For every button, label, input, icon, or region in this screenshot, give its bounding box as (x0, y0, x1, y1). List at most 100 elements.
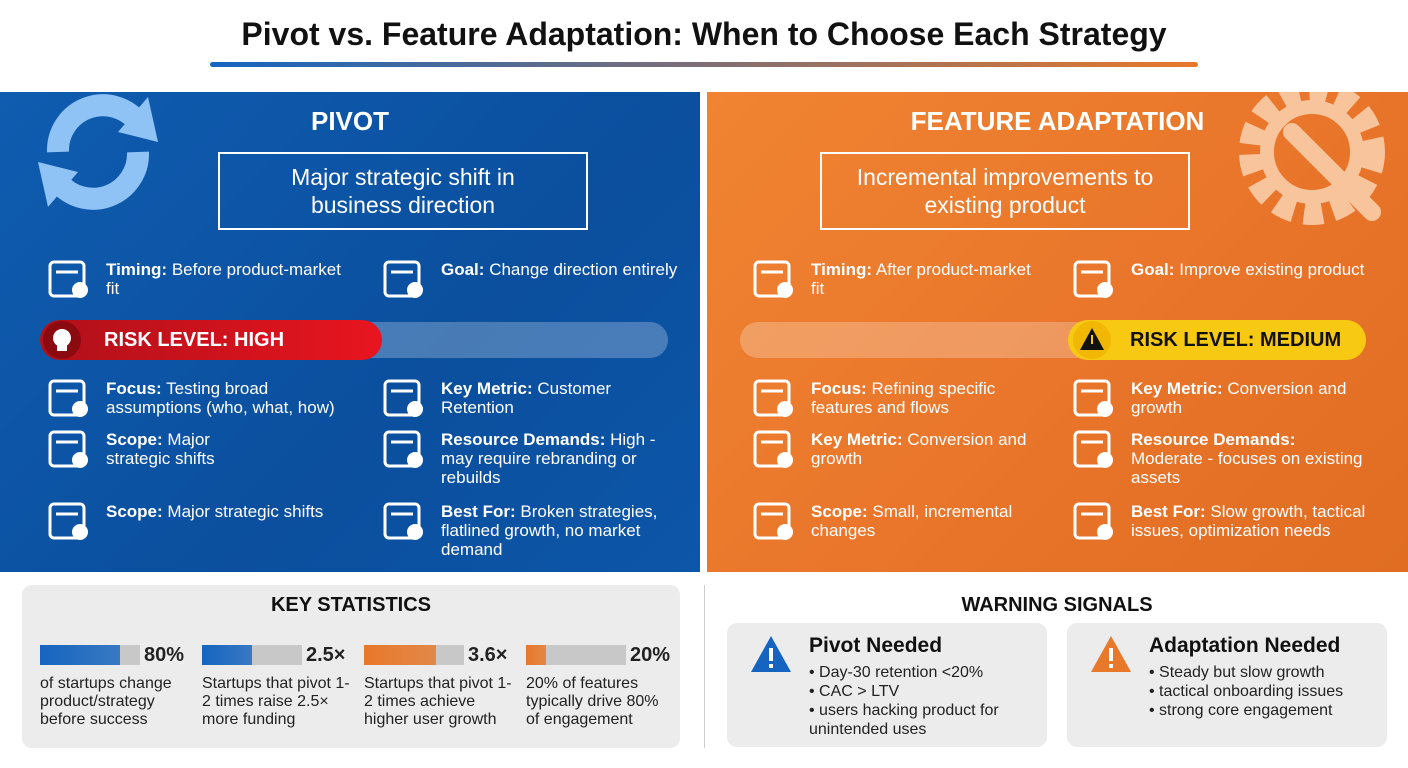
title-underline (210, 62, 1198, 67)
item-label: Resource Demands: (441, 430, 606, 449)
item-icon (383, 260, 423, 298)
strategy-item: Scope: Major strategic shifts (106, 430, 236, 468)
stat-text: 20% of features typically drive 80% of e… (526, 675, 659, 728)
cycle-icon (38, 94, 158, 210)
item-text: Slow growth, tactical issues, optimizati… (1131, 502, 1366, 540)
strategy-item: Focus: Refining specific features and fl… (811, 379, 1041, 417)
risk-track (740, 322, 1120, 358)
stat-value: 20% (630, 644, 671, 666)
divider (704, 585, 705, 748)
risk-pill: RISK LEVEL: HIGH (40, 320, 382, 360)
item-label: Focus: (106, 379, 162, 398)
item-label: Best For: (441, 502, 516, 521)
warning-icon (749, 634, 793, 674)
item-icon (753, 430, 793, 468)
strategy-item: Scope: Major strategic shifts (106, 502, 356, 521)
strategy-item: Key Metric: Customer Retention (441, 379, 681, 417)
strategy-item: Focus: Testing broad assumptions (who, w… (106, 379, 356, 417)
item-label: Scope: (106, 430, 163, 449)
definition: Major strategic shift in business direct… (218, 152, 588, 230)
item-text: Testing broad assumptions (who, what, ho… (106, 379, 335, 417)
stat-text: Startups that pivot 1-2 times raise 2.5×… (202, 675, 350, 728)
item-text: After product-market fit (811, 260, 1031, 298)
risk-label: RISK LEVEL: MEDIUM (1130, 328, 1342, 351)
item-label: Key Metric: (811, 430, 903, 449)
warning-bullet: strong core engagement (1149, 701, 1374, 720)
item-icon (753, 379, 793, 417)
warning-bullet: tactical onboarding issues (1149, 682, 1374, 701)
item-icon (48, 379, 88, 417)
item-text: Major strategic shifts (106, 430, 215, 468)
item-label: Scope: (811, 502, 868, 521)
stat-value: 2.5× (306, 644, 346, 666)
item-icon (48, 502, 88, 540)
item-label: Key Metric: (441, 379, 533, 398)
stat-value: 80% (144, 644, 185, 666)
item-text: Change direction entirely (489, 260, 678, 279)
item-label: Best For: (1131, 502, 1206, 521)
item-label: Goal: (441, 260, 485, 279)
item-text: Before product-market fit (106, 260, 341, 298)
adaptation-panel: FEATURE ADAPTATION Incremental improveme… (707, 92, 1408, 572)
stat-bar (202, 645, 252, 665)
item-icon (383, 430, 423, 468)
strategy-item: Key Metric: Conversion and growth (811, 430, 1041, 468)
item-text: Small, incremental changes (811, 502, 1013, 540)
warning-heading: Adaptation Needed (1149, 634, 1341, 657)
warnings-title: WARNING SIGNALS (961, 594, 1153, 616)
item-text: Improve existing product (1179, 260, 1365, 279)
stat-text: Startups that pivot 1-2 times achieve hi… (364, 675, 512, 728)
item-label: Key Metric: (1131, 379, 1223, 398)
strategy-item: Key Metric: Conversion and growth (1131, 379, 1371, 417)
skull-icon (43, 321, 81, 359)
item-icon (1073, 379, 1113, 417)
strategy-item: Resource Demands: High - may require reb… (441, 430, 681, 487)
item-label: Timing: (811, 260, 873, 279)
stats-title: KEY STATISTICS (270, 594, 432, 616)
item-icon (1073, 260, 1113, 298)
item-icon (753, 260, 793, 298)
item-icon (383, 379, 423, 417)
warning-list: Day-30 retention <20%CAC > LTVusers hack… (809, 663, 1034, 739)
stat-text: of startups change product/strategy befo… (40, 675, 172, 728)
title: Pivot vs. Feature Adaptation: When to Ch… (241, 16, 1167, 52)
item-text: High - may require rebranding or rebuild… (441, 430, 656, 487)
panel-heading: FEATURE ADAPTATION (910, 106, 1205, 136)
item-icon (1073, 430, 1113, 468)
item-label: Resource Demands: (1131, 430, 1296, 449)
item-text: Conversion and growth (811, 430, 1027, 468)
item-label: Focus: (811, 379, 867, 398)
gear-icon (1239, 92, 1385, 225)
item-text: Conversion and growth (1131, 379, 1347, 417)
warning-icon (1073, 321, 1111, 359)
definition: Incremental improvements to existing pro… (820, 152, 1190, 230)
item-label: Scope: (106, 502, 163, 521)
strategy-item: Best For: Broken strategies, flatlined g… (441, 502, 681, 559)
strategy-item: Best For: Slow growth, tactical issues, … (1131, 502, 1371, 540)
stats-card (22, 585, 680, 748)
stat-bar (40, 645, 120, 665)
warning-list: Steady but slow growthtactical onboardin… (1149, 663, 1374, 720)
item-text: Moderate - focuses on existing assets (1131, 449, 1363, 487)
stat-bar (364, 645, 436, 665)
item-label: Timing: (106, 260, 168, 279)
warning-bullet: users hacking product for unintended use… (809, 701, 1034, 739)
warning-bullet: Steady but slow growth (1149, 663, 1374, 682)
item-text: Customer Retention (441, 379, 612, 417)
warning-bullet: CAC > LTV (809, 682, 1034, 701)
strategy-item: Goal: Improve existing product (1131, 260, 1371, 279)
stat-track (526, 645, 626, 665)
item-text: Major strategic shifts (167, 502, 324, 521)
stat-value: 3.6× (468, 644, 508, 666)
warning-bullet: Day-30 retention <20% (809, 663, 1034, 682)
warning-heading: Pivot Needed (809, 634, 943, 657)
risk-label: RISK LEVEL: HIGH (104, 328, 285, 351)
item-text: Refining specific features and flows (811, 379, 996, 417)
item-icon (1073, 502, 1113, 540)
strategy-item: Scope: Small, incremental changes (811, 502, 1041, 540)
strategy-item: Timing: Before product-market fit (106, 260, 356, 298)
warning-icon (1089, 634, 1133, 674)
item-icon (48, 260, 88, 298)
